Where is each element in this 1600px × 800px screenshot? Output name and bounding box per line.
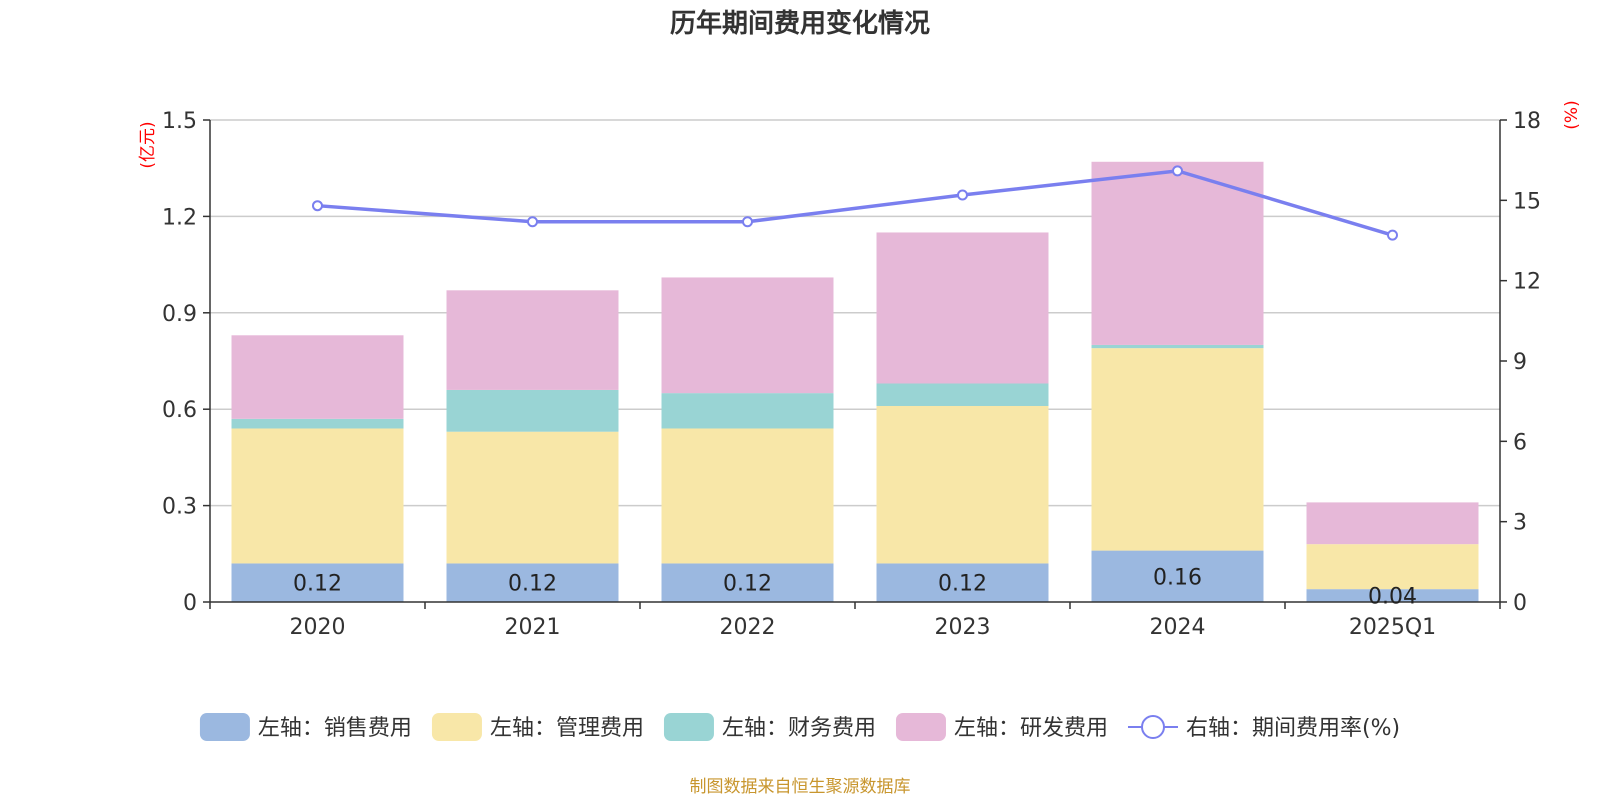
right-tick-label: 18 [1513, 109, 1541, 134]
bar-segment [1091, 348, 1264, 551]
legend[interactable]: 左轴：销售费用 左轴：管理费用 左轴：财务费用 左轴：研发费用 右轴：期间费用率(%) [199, 713, 1400, 741]
right-axis-unit: (%) [1562, 100, 1582, 129]
bar-segment [876, 232, 1049, 384]
x-tick-label: 2024 [1150, 615, 1206, 640]
legend-item[interactable]: 左轴：管理费用 [431, 713, 644, 741]
data-label: 0.16 [1153, 565, 1202, 590]
right-tick-label: 3 [1513, 511, 1527, 536]
right-tick-label: 15 [1513, 189, 1541, 214]
rate-line [312, 165, 1398, 241]
legend-item[interactable]: 左轴：财务费用 [663, 713, 876, 741]
data-label: 0.12 [508, 572, 557, 597]
left-tick-label: 0.9 [162, 302, 197, 327]
x-tick-label: 2022 [720, 615, 776, 640]
left-tick-label: 0 [183, 591, 197, 616]
data-label: 0.12 [723, 572, 772, 597]
rate-point [527, 216, 538, 228]
axes: 0 0.3 0.6 0.9 1.2 1.5 0 3 6 9 12 15 18 2020 2021 2022 20… [162, 109, 1541, 640]
bar-segment [661, 428, 834, 564]
legend-label: 左轴：管理费用 [490, 716, 644, 741]
left-tick-label: 0.3 [162, 495, 197, 520]
bar-segment [1091, 161, 1264, 345]
left-tick-label: 1.5 [162, 109, 197, 134]
source-note: 制图数据来自恒生聚源数据库 [690, 777, 911, 797]
bar-segment [231, 335, 404, 419]
data-label: 0.04 [1368, 585, 1417, 610]
bar-segment [446, 389, 619, 432]
bar-segment [1306, 544, 1479, 590]
bar-segment [661, 277, 834, 394]
right-tick-label: 6 [1513, 430, 1527, 455]
legend-label: 左轴：研发费用 [954, 716, 1108, 741]
data-labels: 0.12 0.12 0.12 0.12 0.16 0.04 [293, 565, 1417, 609]
grid-lines [210, 119, 1500, 507]
legend-label: 左轴：财务费用 [722, 716, 876, 741]
x-tick-label: 2021 [505, 615, 561, 640]
bar-segment [876, 383, 1049, 406]
legend-label: 左轴：销售费用 [258, 716, 412, 741]
x-tick-label: 2020 [290, 615, 346, 640]
data-label: 0.12 [938, 572, 987, 597]
legend-item[interactable]: 左轴：销售费用 [199, 713, 412, 741]
bar-segment [446, 431, 619, 564]
legend-label: 右轴：期间费用率(%) [1186, 716, 1400, 741]
legend-swatch [663, 713, 714, 741]
rate-line-path [317, 169, 1394, 237]
bar-segment [231, 418, 404, 429]
x-tick-label: 2023 [935, 615, 991, 640]
bar-segment [1306, 502, 1479, 545]
left-tick-label: 0.6 [162, 398, 197, 423]
bar-segment [231, 563, 404, 602]
bar-segment [231, 428, 404, 564]
left-tick-label: 1.2 [162, 205, 197, 230]
legend-item[interactable]: 右轴：期间费用率(%) [1127, 715, 1400, 741]
left-axis-unit: (亿元) [138, 121, 158, 168]
rate-point [742, 216, 753, 228]
right-tick-label: 9 [1513, 350, 1527, 375]
legend-swatch [431, 713, 482, 741]
bar-segment [1091, 344, 1264, 349]
legend-swatch [199, 713, 250, 741]
legend-item[interactable]: 左轴：研发费用 [895, 713, 1108, 741]
chart-title: 历年期间费用变化情况 [670, 8, 930, 39]
bar-segment [661, 393, 834, 429]
rate-point [957, 189, 968, 201]
bar-segment [446, 290, 619, 390]
x-tick-label: 2025Q1 [1349, 615, 1436, 640]
legend-swatch [895, 713, 946, 741]
bar-segment [661, 563, 834, 602]
legend-marker [1140, 715, 1165, 739]
bars [231, 161, 1479, 602]
bar-segment [876, 405, 1049, 564]
right-tick-label: 0 [1513, 591, 1527, 616]
bar-segment [1091, 550, 1264, 602]
rate-point [1387, 229, 1398, 241]
right-tick-label: 12 [1513, 270, 1541, 295]
bar-segment [1306, 589, 1479, 602]
bar-segment [446, 563, 619, 602]
rate-point [312, 200, 323, 212]
data-label: 0.12 [293, 572, 342, 597]
rate-point [1172, 165, 1183, 177]
bar-segment [876, 563, 1049, 602]
